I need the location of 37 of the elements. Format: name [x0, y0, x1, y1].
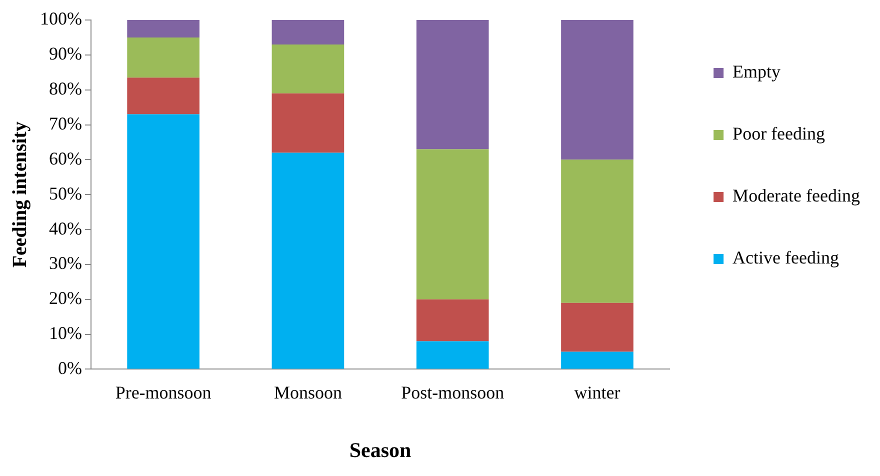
- bar: [561, 352, 634, 369]
- y-tick-label: 90%: [48, 44, 82, 64]
- bar: [272, 152, 344, 369]
- y-tick-label: 30%: [48, 253, 82, 274]
- bar: [127, 78, 200, 114]
- x-tick-label: winter: [574, 382, 620, 403]
- y-tick-label: 100%: [40, 8, 82, 29]
- y-tick-label: 20%: [48, 288, 82, 308]
- y-tick-label: 10%: [48, 323, 82, 344]
- y-tick-label: 80%: [48, 78, 82, 99]
- bar: [416, 20, 489, 150]
- x-tick-label: Post-monsoon: [401, 382, 504, 403]
- y-tick-label: 60%: [48, 148, 82, 168]
- y-tick-label: 0%: [58, 358, 82, 378]
- y-tick-label: 50%: [48, 183, 82, 204]
- bar: [127, 37, 200, 78]
- bar: [272, 20, 344, 44]
- bar: [416, 149, 489, 300]
- x-tick-label: Monsoon: [274, 382, 342, 403]
- bar: [416, 341, 489, 369]
- x-tick-label: Pre-monsoon: [115, 382, 212, 403]
- bar: [561, 160, 634, 303]
- legend-label: Moderate feeding: [732, 186, 860, 206]
- y-axis-title: Feeding intensity: [9, 122, 32, 268]
- legend-label: Poor feeding: [732, 124, 826, 144]
- bar: [416, 299, 489, 342]
- bar: [127, 20, 200, 38]
- legend-label: Active feeding: [732, 248, 840, 268]
- y-tick-label: 70%: [48, 113, 82, 134]
- x-axis-title: Season: [349, 438, 412, 462]
- legend-label: Empty: [732, 62, 781, 82]
- bar: [561, 302, 634, 352]
- y-tick-label: 40%: [48, 218, 82, 238]
- bar: [561, 20, 634, 160]
- bar: [127, 114, 200, 369]
- bar: [272, 44, 344, 94]
- bar: [272, 93, 344, 153]
